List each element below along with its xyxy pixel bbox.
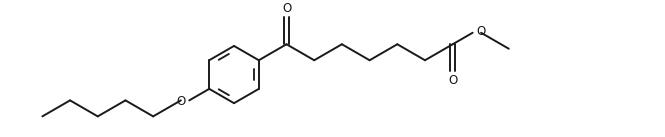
Text: O: O bbox=[177, 95, 186, 108]
Text: O: O bbox=[282, 2, 291, 15]
Text: O: O bbox=[448, 74, 458, 87]
Text: O: O bbox=[476, 25, 485, 38]
